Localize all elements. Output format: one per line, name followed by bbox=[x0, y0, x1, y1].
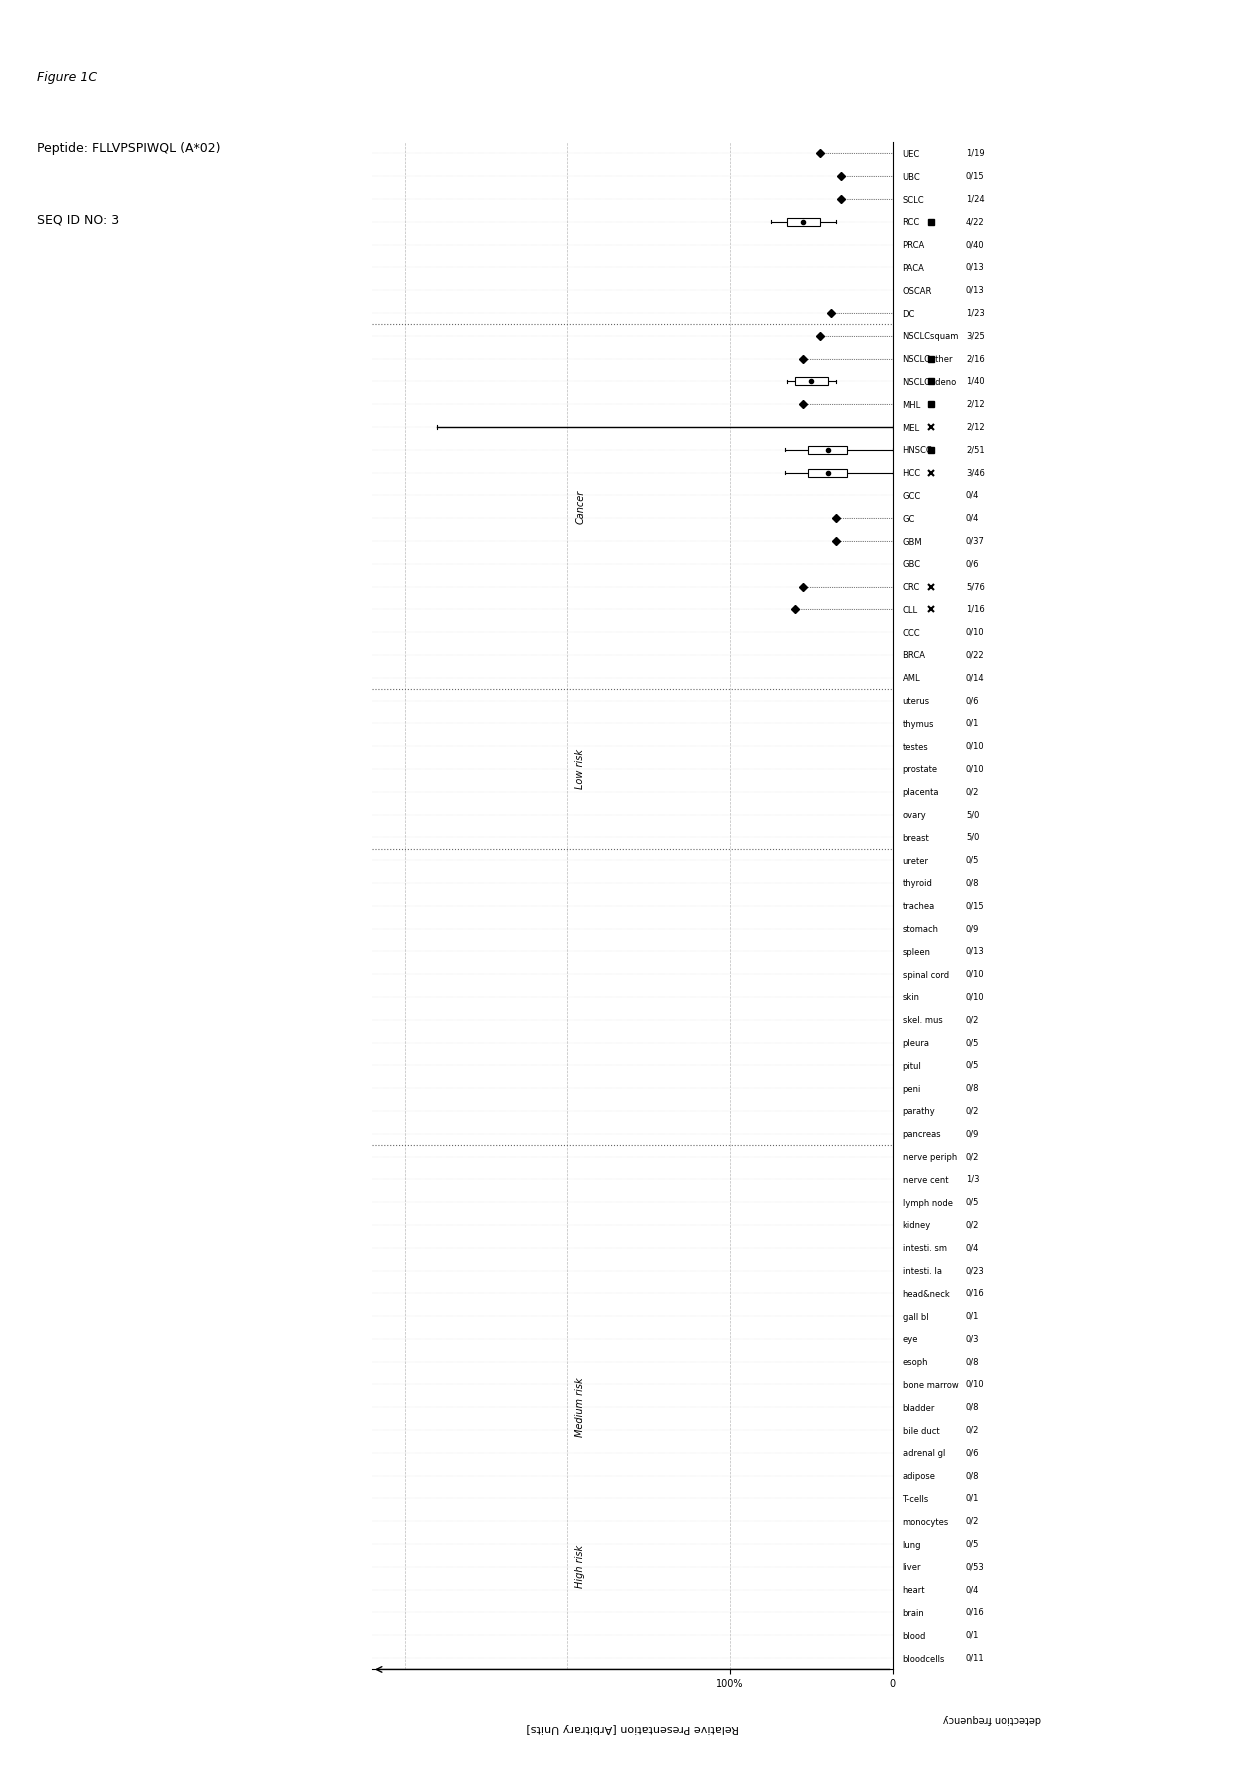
Text: 0/5: 0/5 bbox=[966, 1540, 980, 1549]
Text: 0/3: 0/3 bbox=[966, 1334, 980, 1343]
Text: 0/10: 0/10 bbox=[966, 742, 985, 751]
Text: 0/11: 0/11 bbox=[966, 1653, 985, 1662]
Text: 0/6: 0/6 bbox=[966, 696, 980, 705]
Text: 2/12: 2/12 bbox=[966, 423, 985, 432]
Text: 0/8: 0/8 bbox=[966, 879, 980, 888]
Text: 2/16: 2/16 bbox=[966, 353, 985, 362]
Text: 0/2: 0/2 bbox=[966, 1517, 980, 1526]
Text: Cancer: Cancer bbox=[575, 490, 585, 524]
Text: 2/12: 2/12 bbox=[966, 400, 985, 408]
Text: 0/16: 0/16 bbox=[966, 1289, 985, 1298]
Text: 0/8: 0/8 bbox=[966, 1471, 980, 1479]
Bar bbox=[795, 378, 828, 385]
Bar bbox=[808, 446, 847, 455]
Text: Medium risk: Medium risk bbox=[575, 1378, 585, 1437]
Text: 0/15: 0/15 bbox=[966, 172, 985, 181]
Text: 0/2: 0/2 bbox=[966, 1220, 980, 1229]
Text: 0/2: 0/2 bbox=[966, 787, 980, 796]
Text: 0/4: 0/4 bbox=[966, 1243, 980, 1252]
Text: 0/16: 0/16 bbox=[966, 1607, 985, 1616]
Text: 0/9: 0/9 bbox=[966, 1130, 980, 1138]
Text: 0/22: 0/22 bbox=[966, 650, 985, 659]
Text: 0/6: 0/6 bbox=[966, 559, 980, 568]
Text: 1/40: 1/40 bbox=[966, 377, 985, 385]
Text: detection frequency: detection frequency bbox=[942, 1714, 1042, 1724]
Text: Low risk: Low risk bbox=[575, 749, 585, 789]
Text: Relative Presentation [Arbitrary Units]: Relative Presentation [Arbitrary Units] bbox=[526, 1723, 739, 1733]
Text: 0/10: 0/10 bbox=[966, 1380, 985, 1389]
Text: 0/9: 0/9 bbox=[966, 924, 980, 932]
Text: 0/4: 0/4 bbox=[966, 490, 980, 499]
Text: 1/3: 1/3 bbox=[966, 1174, 980, 1185]
Text: 5/0: 5/0 bbox=[966, 833, 980, 842]
Text: Peptide: FLLVPSPIWQL (A*02): Peptide: FLLVPSPIWQL (A*02) bbox=[37, 142, 221, 155]
Text: 0/8: 0/8 bbox=[966, 1403, 980, 1412]
Text: 1/16: 1/16 bbox=[966, 606, 985, 614]
Text: 0/10: 0/10 bbox=[966, 970, 985, 979]
Text: 0/10: 0/10 bbox=[966, 764, 985, 774]
Text: 4/22: 4/22 bbox=[966, 217, 985, 226]
Text: 0/2: 0/2 bbox=[966, 1153, 980, 1162]
Text: 0/1: 0/1 bbox=[966, 719, 980, 728]
Text: 0/37: 0/37 bbox=[966, 536, 985, 545]
Text: 3/46: 3/46 bbox=[966, 469, 985, 478]
Text: 0/15: 0/15 bbox=[966, 900, 985, 911]
Text: 0/13: 0/13 bbox=[966, 263, 985, 272]
Text: 0/4: 0/4 bbox=[966, 1586, 980, 1595]
Text: 5/76: 5/76 bbox=[966, 583, 985, 591]
Text: 0/1: 0/1 bbox=[966, 1494, 980, 1502]
Text: 1/19: 1/19 bbox=[966, 149, 985, 158]
Text: 0/23: 0/23 bbox=[966, 1266, 985, 1275]
Text: 0/40: 0/40 bbox=[966, 240, 985, 249]
Text: 2/51: 2/51 bbox=[966, 446, 985, 455]
Bar bbox=[787, 218, 820, 226]
Text: 0/5: 0/5 bbox=[966, 856, 980, 865]
Text: 0/14: 0/14 bbox=[966, 673, 985, 682]
Text: 0/5: 0/5 bbox=[966, 1197, 980, 1206]
Text: 0/13: 0/13 bbox=[966, 947, 985, 955]
Text: 0/4: 0/4 bbox=[966, 513, 980, 522]
Text: 0/8: 0/8 bbox=[966, 1083, 980, 1092]
Text: 0/1: 0/1 bbox=[966, 1630, 980, 1639]
Text: High risk: High risk bbox=[575, 1545, 585, 1588]
Text: 0/2: 0/2 bbox=[966, 1426, 980, 1435]
Text: 0/6: 0/6 bbox=[966, 1449, 980, 1458]
Text: 0/8: 0/8 bbox=[966, 1357, 980, 1366]
Text: 0/2: 0/2 bbox=[966, 1106, 980, 1115]
Text: SEQ ID NO: 3: SEQ ID NO: 3 bbox=[37, 213, 119, 226]
Text: 0/1: 0/1 bbox=[966, 1312, 980, 1321]
Text: 0/10: 0/10 bbox=[966, 627, 985, 638]
Text: 5/0: 5/0 bbox=[966, 810, 980, 819]
Text: 0/2: 0/2 bbox=[966, 1016, 980, 1025]
Text: 0/13: 0/13 bbox=[966, 286, 985, 295]
Bar bbox=[808, 469, 847, 476]
Text: Figure 1C: Figure 1C bbox=[37, 71, 97, 83]
Text: 1/24: 1/24 bbox=[966, 195, 985, 204]
Text: 1/23: 1/23 bbox=[966, 309, 985, 318]
Text: 0/5: 0/5 bbox=[966, 1037, 980, 1048]
Text: 0/5: 0/5 bbox=[966, 1060, 980, 1069]
Text: 0/10: 0/10 bbox=[966, 993, 985, 1002]
Text: 0/53: 0/53 bbox=[966, 1563, 985, 1572]
Text: 3/25: 3/25 bbox=[966, 332, 985, 341]
